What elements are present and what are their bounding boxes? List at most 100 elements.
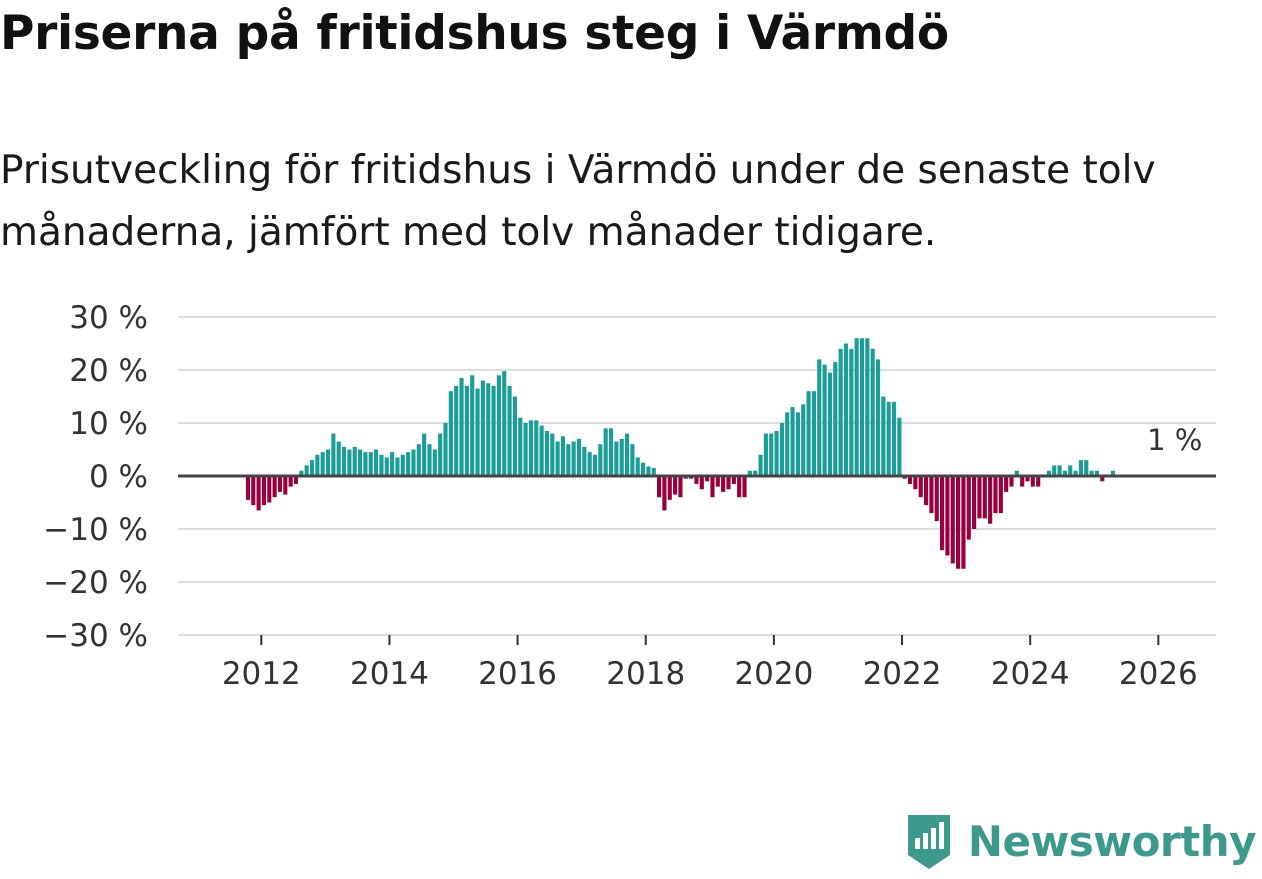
bar xyxy=(283,476,288,495)
bar xyxy=(806,391,811,476)
brand-name: Newsworthy xyxy=(967,816,1257,866)
bar xyxy=(1100,476,1105,482)
bar xyxy=(950,476,955,564)
bar xyxy=(582,446,587,476)
bar xyxy=(443,423,448,476)
bar xyxy=(822,364,827,476)
bar xyxy=(929,476,934,514)
bar xyxy=(304,465,309,476)
bar xyxy=(705,476,710,482)
bar xyxy=(774,430,779,476)
brand-logo: Newsworthy xyxy=(904,811,1257,871)
bar xyxy=(998,476,1003,514)
bar xyxy=(1057,465,1062,476)
bar xyxy=(1089,470,1094,476)
chart-title: Priserna på fritidshus steg i Värmdö xyxy=(0,6,949,61)
bar xyxy=(833,362,838,476)
bar xyxy=(817,359,822,476)
bar xyxy=(1036,476,1041,487)
bar xyxy=(470,375,475,476)
bar xyxy=(544,430,550,476)
bar xyxy=(507,385,512,476)
bar xyxy=(576,438,582,476)
bar xyxy=(694,476,699,484)
bar xyxy=(710,476,715,498)
bar xyxy=(657,476,662,498)
bar xyxy=(1078,460,1083,476)
bar xyxy=(603,428,608,476)
bar xyxy=(966,476,971,540)
bar xyxy=(614,441,619,476)
bar xyxy=(288,476,293,487)
bar xyxy=(368,452,373,476)
bar xyxy=(891,401,897,476)
bar xyxy=(315,454,320,476)
bar xyxy=(502,371,507,476)
bar xyxy=(454,385,459,476)
bar xyxy=(539,425,544,476)
bar xyxy=(843,343,849,476)
bar xyxy=(464,385,469,476)
bar xyxy=(325,449,331,476)
bar xyxy=(918,476,923,498)
x-tick-label: 2022 xyxy=(863,656,942,692)
bar xyxy=(480,380,485,476)
y-tick-label: 30 % xyxy=(69,300,148,336)
bar xyxy=(566,444,571,476)
bar xyxy=(977,476,982,519)
bar xyxy=(251,476,256,506)
bar xyxy=(790,407,795,476)
bar xyxy=(374,449,379,476)
bar xyxy=(475,388,480,476)
bar xyxy=(336,441,341,476)
bar xyxy=(886,401,891,476)
bar xyxy=(993,476,998,514)
bar xyxy=(261,476,267,506)
bar xyxy=(347,449,352,476)
bar xyxy=(390,452,395,476)
bar xyxy=(753,470,758,476)
bar xyxy=(598,444,603,476)
bar xyxy=(945,476,950,556)
bar xyxy=(940,476,945,551)
y-tick-label: −20 % xyxy=(43,565,148,601)
bar xyxy=(956,476,961,569)
bar xyxy=(379,454,384,476)
bar xyxy=(635,457,640,476)
y-tick-label: 10 % xyxy=(69,406,148,442)
bar xyxy=(608,428,614,476)
x-tick-label: 2014 xyxy=(350,656,429,692)
bar xyxy=(640,462,646,476)
bar xyxy=(1062,470,1067,476)
bar xyxy=(1084,460,1089,476)
y-tick-label: −30 % xyxy=(43,618,148,654)
bar xyxy=(416,444,421,476)
x-tick-label: 2020 xyxy=(734,656,813,692)
bar xyxy=(491,385,496,476)
bar xyxy=(630,444,635,476)
bar xyxy=(512,396,517,476)
bar xyxy=(395,457,400,476)
bar xyxy=(795,412,800,476)
bar xyxy=(982,476,987,519)
x-tick-label: 2024 xyxy=(991,656,1070,692)
bar xyxy=(411,449,416,476)
bar xyxy=(1004,476,1009,492)
bar xyxy=(341,446,347,476)
bar xyxy=(518,417,523,476)
bar xyxy=(357,449,363,476)
bar xyxy=(256,476,261,511)
bar xyxy=(875,359,881,476)
bar xyxy=(459,377,464,476)
bar xyxy=(721,476,726,492)
bar xyxy=(299,470,304,476)
bar xyxy=(1073,470,1078,476)
bar xyxy=(555,441,560,476)
bar xyxy=(838,348,843,476)
bar xyxy=(715,476,720,487)
bar xyxy=(277,476,283,492)
bar xyxy=(309,460,315,476)
value-annotation: 1 % xyxy=(1147,423,1202,457)
x-tick-label: 2016 xyxy=(478,656,557,692)
bar xyxy=(1025,476,1030,482)
